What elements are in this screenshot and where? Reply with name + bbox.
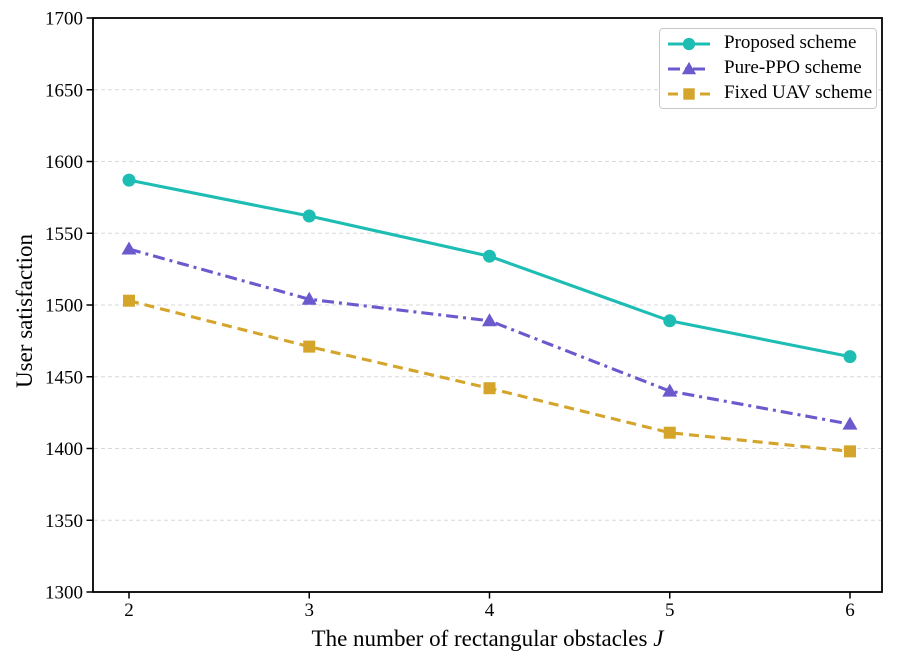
y-tick-label: 1600	[45, 152, 83, 173]
marker-fixed-uav-scheme	[844, 445, 856, 458]
marker-proposed-scheme	[302, 209, 316, 223]
series-proposed-scheme	[122, 173, 857, 364]
legend-sample-line	[668, 87, 710, 100]
legend: Proposed scheme Pure-PPO scheme Fixed UAV …	[659, 28, 877, 109]
marker-pure-ppo-scheme	[842, 416, 858, 430]
marker-pure-ppo-scheme	[121, 241, 137, 255]
marker-pure-ppo-scheme	[301, 291, 317, 305]
x-axis-label-variable: J	[653, 626, 664, 651]
y-tick-label: 1500	[45, 296, 83, 317]
marker-proposed-scheme	[122, 173, 136, 187]
y-tick-label: 1550	[45, 224, 83, 245]
legend-sample-line	[668, 61, 710, 74]
series-line-proposed-scheme	[128, 178, 851, 359]
y-tick-label: 1350	[45, 511, 83, 532]
series-fixed-uav-scheme	[123, 294, 856, 458]
legend-item-fixed-uav-scheme: Fixed UAV scheme	[667, 82, 876, 106]
y-tick-label: 1700	[45, 9, 83, 30]
legend-sample-line	[668, 37, 710, 50]
x-tick-label: 2	[124, 600, 134, 621]
x-tick-label: 3	[305, 600, 315, 621]
legend-item-proposed-scheme: Proposed scheme	[667, 32, 876, 56]
x-tick-label: 6	[845, 600, 855, 621]
marker-proposed-scheme	[843, 350, 857, 364]
legend-item-label: Pure-PPO scheme	[724, 57, 862, 78]
marker-fixed-uav-scheme	[663, 426, 676, 439]
x-axis-label: The number of rectangular obstacles J	[93, 626, 882, 652]
legend-item-label: Fixed UAV scheme	[724, 82, 873, 103]
x-tick-label: 5	[665, 600, 675, 621]
series-pure-ppo-scheme	[121, 241, 858, 430]
marker-proposed-scheme	[483, 249, 496, 263]
legend-item-label: Proposed scheme	[724, 32, 857, 53]
marker-proposed-scheme	[663, 314, 677, 328]
x-tick-label: 4	[485, 600, 495, 621]
marker-fixed-uav-scheme	[483, 382, 496, 395]
x-axis-label-text: The number of rectangular obstacles	[311, 626, 648, 651]
marker-fixed-uav-scheme	[123, 294, 135, 307]
marker-fixed-uav-scheme	[303, 340, 316, 353]
marker-pure-ppo-scheme	[662, 383, 678, 397]
y-tick-label: 1450	[45, 367, 83, 388]
y-tick-label: 1400	[45, 439, 83, 460]
marker-pure-ppo-scheme	[482, 313, 497, 327]
y-axis-label: User satisfaction	[12, 234, 37, 388]
legend-item-pure-ppo-scheme: Pure-PPO scheme	[667, 57, 876, 81]
y-tick-label: 1650	[45, 80, 83, 101]
y-tick-label: 1300	[45, 583, 83, 604]
